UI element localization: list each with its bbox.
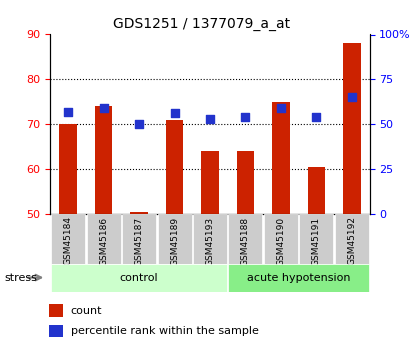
Text: percentile rank within the sample: percentile rank within the sample (71, 326, 258, 336)
Bar (264, 214, 298, 264)
Text: stress: stress (4, 273, 37, 283)
Point (349, 95, 355, 100)
Bar (130, 211, 148, 214)
Bar (343, 43, 361, 214)
Text: GSM45192: GSM45192 (347, 216, 356, 265)
Bar (49, 325, 63, 337)
Point (136, 121, 142, 127)
Point (171, 111, 178, 116)
Text: GDS1251 / 1377079_a_at: GDS1251 / 1377079_a_at (113, 17, 290, 31)
Bar (95, 106, 113, 214)
Text: GSM45191: GSM45191 (312, 216, 321, 266)
Text: GSM45190: GSM45190 (276, 216, 286, 266)
Text: GSM45189: GSM45189 (170, 216, 179, 266)
Bar (228, 264, 369, 292)
Bar (193, 214, 227, 264)
Text: control: control (120, 273, 158, 283)
Bar (272, 102, 290, 214)
Bar (228, 214, 262, 264)
Text: GSM45186: GSM45186 (99, 216, 108, 266)
Bar (87, 214, 121, 264)
Text: count: count (71, 306, 102, 315)
Text: GSM45193: GSM45193 (205, 216, 215, 266)
Point (278, 105, 284, 111)
Bar (51, 264, 227, 292)
Point (313, 114, 320, 120)
Bar (335, 214, 369, 264)
Point (100, 105, 107, 111)
Text: GSM45188: GSM45188 (241, 216, 250, 266)
Text: acute hypotension: acute hypotension (247, 273, 350, 283)
Text: GSM45187: GSM45187 (134, 216, 144, 266)
Bar (236, 151, 255, 214)
Text: GSM45184: GSM45184 (64, 216, 73, 265)
Bar (201, 151, 219, 214)
Bar (49, 304, 63, 317)
Bar (307, 167, 325, 214)
Point (242, 114, 249, 120)
Point (207, 116, 213, 121)
Bar (165, 120, 184, 214)
Bar (299, 214, 333, 264)
Bar (59, 124, 77, 214)
Point (65, 109, 71, 115)
Bar (51, 214, 85, 264)
Bar (122, 214, 156, 264)
Bar (158, 214, 192, 264)
